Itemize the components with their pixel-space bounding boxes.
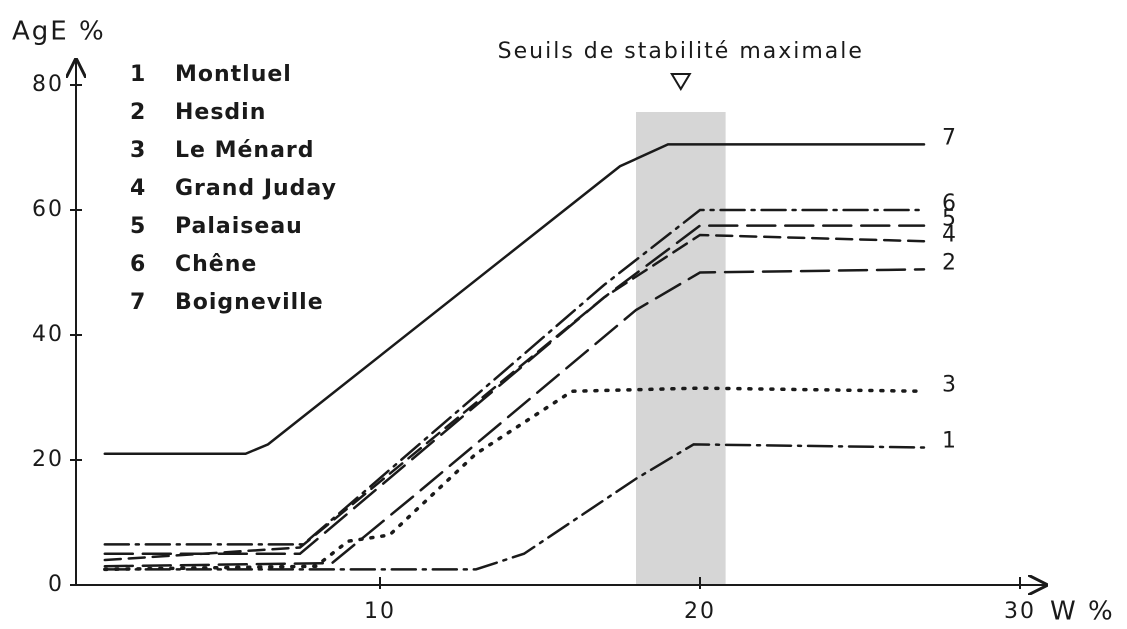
legend-number: 7	[130, 290, 146, 315]
y-tick-label: 60	[32, 197, 64, 222]
series-line	[103, 208, 926, 546]
legend-name: Palaiseau	[175, 214, 303, 239]
band-marker	[670, 73, 692, 91]
legend-number: 3	[130, 138, 146, 163]
line-end-label: 3	[942, 372, 958, 397]
line-end-label: 6	[942, 191, 958, 216]
legend-number: 4	[130, 176, 146, 201]
x-tick-label: 10	[364, 599, 396, 624]
line-end-label: 5	[942, 207, 958, 232]
x-tick-label: 20	[684, 599, 716, 624]
series-line	[103, 386, 926, 572]
x-axis-label: W %	[1050, 597, 1115, 627]
y-tick-label: 0	[48, 572, 64, 597]
series-line	[103, 224, 926, 555]
legend-number: 2	[130, 100, 146, 125]
stability-band	[636, 112, 726, 585]
band-label: Seuils de stabilité maximale	[498, 39, 864, 64]
y-axis-label: AgE %	[12, 17, 106, 47]
x-tick-label: 30	[1004, 599, 1036, 624]
series-line	[103, 443, 926, 571]
legend-name: Chêne	[175, 252, 257, 277]
legend-name: Boigneville	[175, 290, 324, 315]
legend-number: 5	[130, 214, 146, 239]
legend-name: Montluel	[175, 62, 292, 87]
legend-number: 6	[130, 252, 146, 277]
series-line	[103, 143, 926, 455]
y-tick-label: 20	[32, 447, 64, 472]
legend-name: Le Ménard	[175, 138, 315, 163]
legend-name: Hesdin	[175, 100, 266, 125]
legend-name: Grand Juday	[175, 176, 337, 201]
y-tick-label: 40	[32, 322, 64, 347]
line-end-label: 4	[942, 222, 958, 247]
line-end-label: 1	[942, 429, 958, 454]
line-end-label: 2	[942, 250, 958, 275]
y-tick-label: 80	[32, 72, 64, 97]
line-end-label: 7	[942, 125, 958, 150]
series-line	[103, 268, 926, 568]
series-line	[103, 233, 926, 562]
legend-number: 1	[130, 62, 146, 87]
